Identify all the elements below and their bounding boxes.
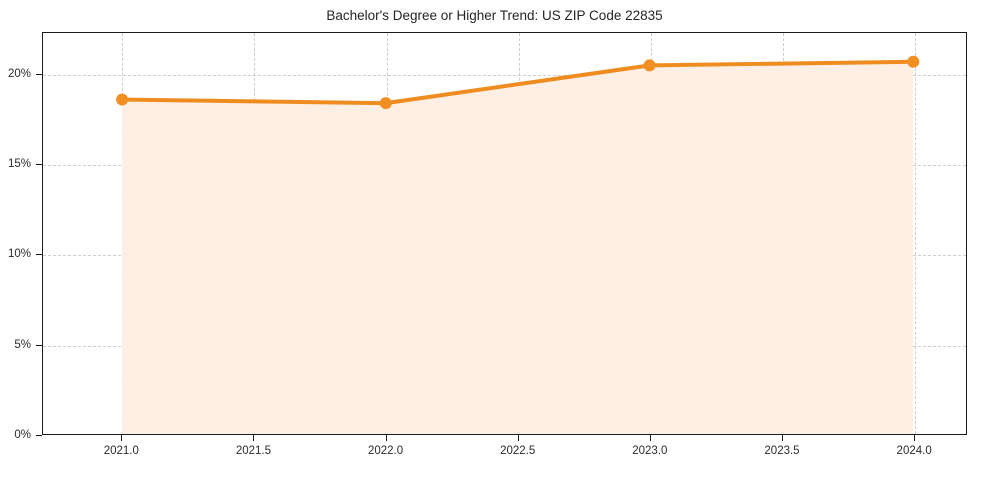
y-axis-tick-mark: [36, 254, 42, 256]
y-axis-tick-mark: [36, 73, 42, 75]
data-series-layer: [116, 55, 920, 434]
x-axis-tick-mark: [121, 435, 123, 441]
y-axis-tick-mark: [36, 344, 42, 346]
x-axis-tick-mark: [649, 435, 651, 441]
x-axis-tick-mark: [253, 435, 255, 441]
x-axis-tick-mark: [782, 435, 783, 441]
y-axis-tick-mark: [36, 435, 42, 436]
x-axis-tick-label: 2021.5: [235, 445, 272, 457]
y-axis-tick-label: 10%: [7, 248, 31, 261]
gridline-horizontal: [43, 74, 966, 76]
x-axis-tick-mark: [914, 435, 916, 441]
y-axis-tick-label: 20%: [7, 67, 31, 80]
x-axis-tick-label: 2023.5: [764, 445, 800, 457]
y-axis-tick-labels: 0% 5% 10% 15% 20%: [0, 32, 31, 441]
x-axis-tick-mark: [517, 435, 519, 441]
y-axis-tick-mark: [36, 163, 42, 165]
plot-area: [42, 32, 967, 435]
x-axis-tick-label: 2024.0: [896, 445, 932, 457]
x-axis-tick-labels: 2021.0 2021.5 2022.0 2022.5 2023.0 2023.5 2024…: [0, 435, 989, 475]
y-axis-tick-label: 5%: [14, 338, 31, 351]
x-axis-tick-label: 2023.0: [632, 445, 668, 457]
x-axis-tick-mark: [385, 435, 387, 441]
data-point-marker: [116, 93, 129, 106]
x-axis-tick-label: 2022.0: [367, 445, 404, 457]
y-axis-tick-label: 0%: [14, 429, 31, 441]
series-line: [120, 59, 916, 106]
y-axis-tick-label: 15%: [7, 157, 31, 170]
x-axis-tick-label: 2022.5: [500, 445, 536, 457]
data-point-marker: [643, 59, 656, 72]
data-point-marker: [907, 55, 920, 68]
y-axis-tick-marks: [0, 32, 42, 436]
data-point-marker: [379, 97, 392, 110]
chart-title: Bachelor's Degree or Higher Trend: US ZI…: [326, 8, 663, 23]
gridline-vertical: [915, 33, 917, 434]
x-axis-tick-label: 2021.0: [103, 445, 139, 457]
area-fill: [122, 61, 914, 434]
